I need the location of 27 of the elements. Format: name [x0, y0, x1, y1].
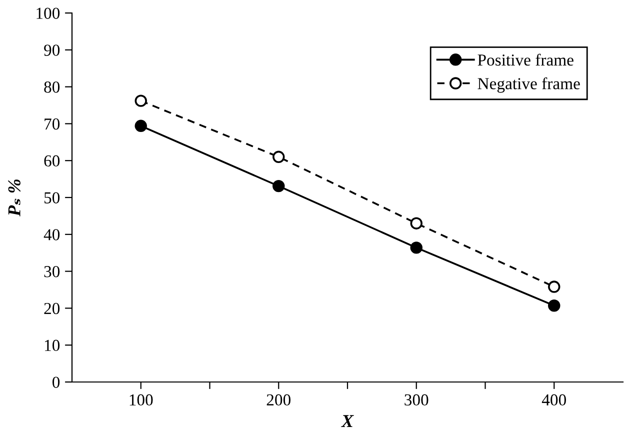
- y-tick-label: 50: [44, 192, 60, 204]
- y-tick-label: 10: [44, 340, 60, 352]
- point: [272, 150, 285, 164]
- point: [134, 94, 147, 107]
- point: [548, 280, 560, 293]
- y-tick-label: 70: [44, 118, 60, 130]
- y-tick-label: 60: [44, 155, 60, 167]
- legend-label: Negative frame: [478, 77, 580, 93]
- point: [272, 180, 285, 192]
- point: [410, 217, 422, 230]
- x-tick-label: 400: [542, 394, 566, 406]
- y-tick-label: 40: [44, 229, 60, 240]
- y-tick-label: 100: [36, 8, 60, 19]
- x-axis-title: X: [341, 415, 354, 428]
- x-tick-label: 200: [266, 394, 290, 406]
- y-tick-label: 20: [44, 302, 60, 314]
- y-tick-label: 30: [44, 266, 60, 278]
- point: [134, 120, 147, 132]
- y-tick-label: 90: [44, 44, 60, 56]
- x-tick-label: 300: [404, 394, 428, 406]
- y-axis-title: Pₛ %: [8, 180, 20, 216]
- point: [410, 242, 422, 254]
- x-tick-label: 100: [130, 394, 153, 406]
- y-tick-label: 80: [44, 82, 60, 93]
- y-tick-label: 0: [52, 376, 60, 388]
- legend-label: Positive frame: [478, 54, 574, 66]
- point: [548, 300, 560, 312]
